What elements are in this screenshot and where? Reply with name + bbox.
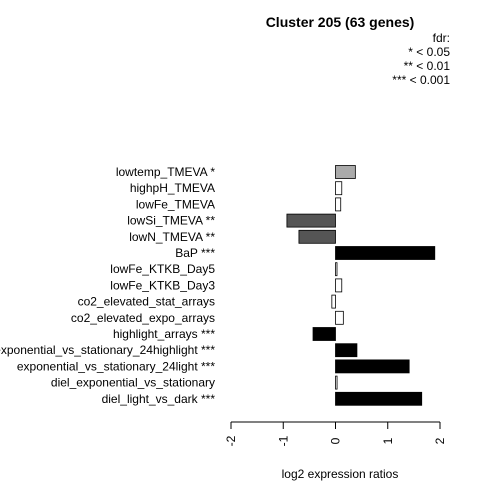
bar-10 xyxy=(335,310,344,325)
bar-6 xyxy=(335,246,436,260)
category-label-10: co2_elevated_expo_arrays xyxy=(71,311,215,325)
category-label-3: lowFe_TMEVA xyxy=(136,197,215,211)
x-axis-label: log2 expression ratios xyxy=(282,467,399,481)
category-label-8: lowFe_KTKB_Day3 xyxy=(110,278,215,292)
category-label-1: lowtemp_TMEVA * xyxy=(116,165,215,179)
bar-12 xyxy=(335,343,358,358)
bar-15 xyxy=(335,391,423,406)
legend-title: fdr: xyxy=(433,31,450,45)
category-label-5: lowN_TMEVA ** xyxy=(129,230,215,244)
category-label-6: BaP *** xyxy=(175,246,215,260)
x-axis: -2 -1 0 1 2 xyxy=(224,421,447,446)
category-label-12: exponential_vs_stationary_24highlight **… xyxy=(0,343,215,357)
bar-11 xyxy=(312,327,336,341)
category-labels: lowtemp_TMEVA * highpH_TMEVA lowFe_TMEVAlo… xyxy=(0,165,215,406)
legend-entry-3: *** < 0.001 xyxy=(392,73,450,87)
category-label-9: co2_elevated_stat_arrays xyxy=(78,295,215,309)
legend-entry-2: ** < 0.01 xyxy=(404,59,451,73)
bar-4 xyxy=(286,213,336,228)
bar-2 xyxy=(335,181,343,196)
bar-7 xyxy=(335,262,338,277)
category-label-2: highpH_TMEVA xyxy=(130,181,215,195)
category-label-11: highlight_arrays *** xyxy=(113,327,215,341)
x-tick-label-3: 0 xyxy=(329,437,343,444)
bar-1 xyxy=(335,165,356,179)
bar-5 xyxy=(298,229,336,244)
category-label-15: diel_light_vs_dark *** xyxy=(102,392,216,406)
x-tick-label-2: -1 xyxy=(276,435,290,446)
bar-13 xyxy=(335,359,410,374)
x-tick-label-1: -2 xyxy=(224,435,238,446)
x-tick-label-4: 1 xyxy=(381,437,395,444)
bar-3 xyxy=(335,197,342,212)
legend-entry-1: * < 0.05 xyxy=(408,45,450,59)
category-label-4: lowSi_TMEVA ** xyxy=(127,214,215,228)
category-label-13: exponential_vs_stationary_24light *** xyxy=(17,359,215,373)
bar-8 xyxy=(335,278,343,293)
bar-14 xyxy=(335,375,338,390)
category-label-14: diel_exponential_vs_stationary xyxy=(51,376,215,390)
category-label-7: lowFe_KTKB_Day5 xyxy=(110,262,215,276)
chart-title: Cluster 205 (63 genes) xyxy=(266,14,415,30)
bar-9 xyxy=(331,294,336,309)
x-tick-label-5: 2 xyxy=(433,437,447,444)
legend: fdr: * < 0.05 ** < 0.01 *** < 0.001 xyxy=(392,31,450,87)
bars-group xyxy=(286,165,436,406)
